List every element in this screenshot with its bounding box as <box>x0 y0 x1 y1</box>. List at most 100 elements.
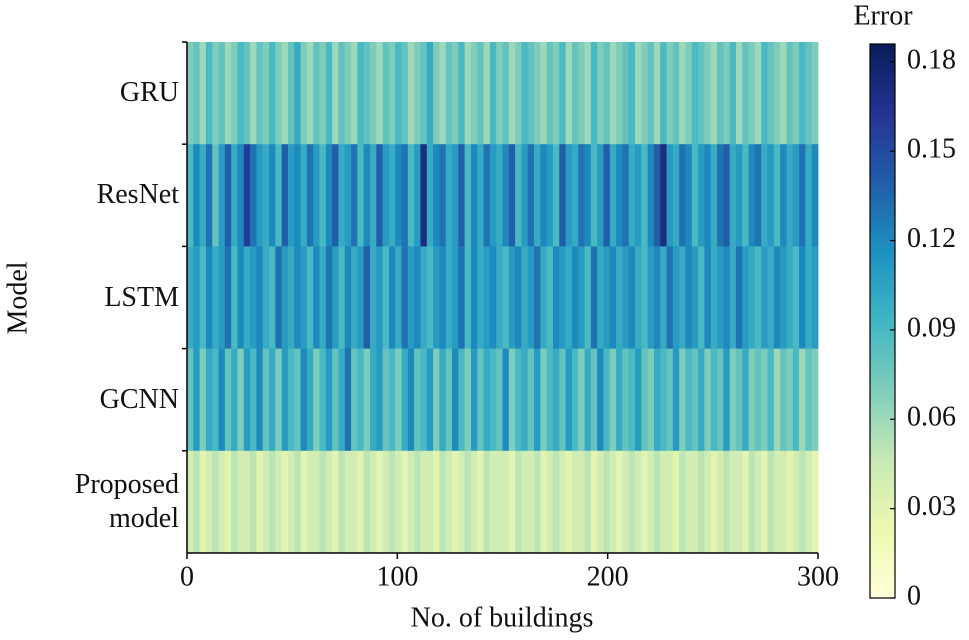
heat-cell <box>805 450 813 554</box>
heat-cell <box>388 246 396 349</box>
heat-cell <box>508 42 516 145</box>
heat-cell <box>723 246 731 349</box>
heat-cell <box>647 246 655 349</box>
heat-cell <box>704 348 712 452</box>
heat-cell <box>426 450 434 554</box>
heat-cell <box>439 144 447 247</box>
heat-cell <box>420 348 428 452</box>
colorbar-tick-label: 0.06 <box>907 402 956 433</box>
colorbar-swatch <box>870 113 895 119</box>
heat-cell <box>287 246 295 349</box>
heat-cell <box>496 42 503 145</box>
heat-cell <box>786 144 794 247</box>
heat-cell <box>332 144 339 247</box>
heat-cell <box>193 42 201 145</box>
heat-cell <box>445 42 453 145</box>
colorbar-swatch <box>870 584 895 590</box>
colorbar-swatch <box>870 256 895 262</box>
colorbar-swatch <box>870 547 895 553</box>
heat-cell <box>780 246 787 349</box>
heat-cell <box>799 42 806 145</box>
heat-cell <box>325 348 333 452</box>
colorbar-swatch <box>870 464 895 470</box>
heat-cell <box>628 450 636 554</box>
heat-cell <box>470 144 478 247</box>
colorbar-swatch <box>870 154 895 160</box>
heat-cell <box>515 246 522 349</box>
heat-cell <box>426 348 434 452</box>
colorbar-swatch <box>870 104 895 110</box>
heat-cell <box>546 450 554 554</box>
y-tick-label: Proposed model <box>74 468 179 534</box>
colorbar-swatch <box>870 362 895 368</box>
heat-cell <box>382 348 390 452</box>
heat-cell <box>811 348 819 452</box>
heat-cell <box>679 450 686 554</box>
heat-cell <box>502 450 510 554</box>
heat-cell <box>452 348 459 452</box>
heat-cell <box>754 450 762 554</box>
heat-cell <box>754 144 762 247</box>
heat-cell <box>666 450 674 554</box>
heat-cell <box>445 450 453 554</box>
heat-cell <box>792 348 800 452</box>
heat-cell <box>388 348 396 452</box>
colorbar-swatch <box>870 394 895 400</box>
heat-cell <box>199 450 207 554</box>
heat-cell <box>187 348 194 452</box>
heat-cell <box>780 144 787 247</box>
heat-cell <box>761 42 768 145</box>
colorbar-swatch <box>870 533 895 539</box>
heat-cell <box>515 450 522 554</box>
heat-cell <box>799 450 806 554</box>
heat-cell <box>351 246 358 349</box>
heat-cell <box>552 348 560 452</box>
heat-cell <box>698 42 705 145</box>
heat-cell <box>224 348 232 452</box>
heat-cell <box>407 246 415 349</box>
heat-cell <box>464 144 472 247</box>
heat-cell <box>552 246 560 349</box>
heat-cell <box>395 42 402 145</box>
heat-cell <box>628 144 636 247</box>
heat-cell <box>660 450 667 554</box>
colorbar-swatch <box>870 556 895 562</box>
heat-cell <box>660 144 667 247</box>
heat-cell <box>534 246 541 349</box>
heat-cell <box>250 246 257 349</box>
heat-cell <box>205 246 213 349</box>
colorbar-swatch <box>870 297 895 304</box>
heat-cell <box>786 450 794 554</box>
colorbar-swatch <box>870 140 895 147</box>
colorbar-swatch <box>870 196 895 202</box>
heat-cell <box>641 348 649 452</box>
colorbar-swatch <box>870 321 895 327</box>
heat-cell <box>717 42 724 145</box>
heat-cell <box>584 450 592 554</box>
y-tick-label: LSTM <box>104 281 179 313</box>
colorbar-swatch <box>870 348 895 354</box>
heat-cell <box>420 450 428 554</box>
heat-cell <box>218 246 226 349</box>
heat-cell <box>325 246 333 349</box>
heat-cell <box>546 42 554 145</box>
heat-cell <box>691 42 699 145</box>
colorbar-swatch <box>870 265 895 271</box>
colorbar-swatch <box>870 237 895 244</box>
colorbar-swatch <box>870 200 895 207</box>
heat-cell <box>332 42 339 145</box>
heat-cell <box>319 246 327 349</box>
heat-cell <box>578 450 585 554</box>
colorbar-swatch <box>870 436 895 442</box>
heat-cell <box>363 348 371 452</box>
colorbar-swatch <box>870 519 895 525</box>
heat-cell <box>187 450 194 554</box>
heat-cell <box>313 246 320 349</box>
heat-cell <box>344 348 352 452</box>
heat-cell <box>786 348 794 452</box>
heat-cell <box>426 246 434 349</box>
heat-cell <box>729 348 737 452</box>
heat-cell <box>584 246 592 349</box>
heat-cell <box>231 144 238 247</box>
heat-cell <box>666 348 674 452</box>
